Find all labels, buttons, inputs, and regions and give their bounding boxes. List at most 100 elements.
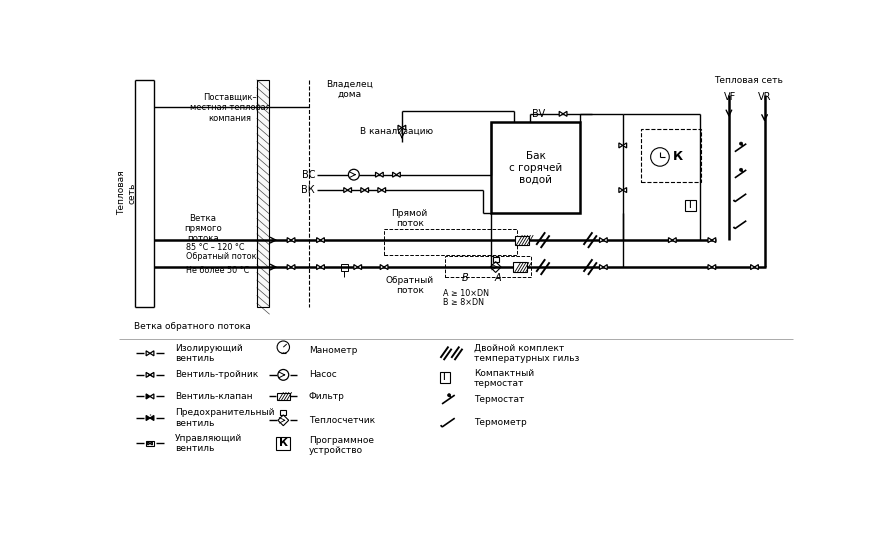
Polygon shape [392, 172, 396, 177]
Bar [277, 393, 289, 400]
Polygon shape [148, 442, 150, 445]
Text: Вентиль-клапан: Вентиль-клапан [174, 392, 253, 401]
Text: Владелец
дома: Владелец дома [327, 80, 373, 100]
Polygon shape [344, 188, 348, 193]
Text: Ветка
прямого
потока: Ветка прямого потока [184, 214, 222, 244]
Polygon shape [354, 265, 358, 270]
Polygon shape [668, 238, 672, 243]
Text: Двойной комплект
температурных гильз: Двойной комплект температурных гильз [474, 344, 579, 363]
Bar [280, 410, 287, 415]
Text: Т: Т [687, 201, 693, 210]
Polygon shape [287, 265, 291, 270]
Bar [492, 257, 498, 261]
Polygon shape [320, 265, 324, 270]
Text: Предохранительный
вентиль: Предохранительный вентиль [174, 408, 274, 428]
Polygon shape [398, 125, 402, 130]
Text: Термометр: Термометр [474, 418, 527, 427]
Polygon shape [600, 265, 603, 270]
Text: В канализацию: В канализацию [360, 127, 433, 136]
Text: A: A [495, 273, 501, 283]
Text: A ≥ 10×DN: A ≥ 10×DN [443, 289, 489, 299]
Text: Тепловая
сеть: Тепловая сеть [117, 171, 136, 215]
Bar [146, 441, 154, 447]
Polygon shape [150, 372, 154, 377]
Text: Термостат: Термостат [474, 395, 524, 404]
Text: B ≥ 8×DN: B ≥ 8×DN [443, 298, 484, 307]
Text: Бак
с горячей
водой: Бак с горячей водой [509, 151, 562, 185]
Text: Вентиль-тройник: Вентиль-тройник [174, 370, 258, 379]
Bar [514, 263, 528, 272]
Polygon shape [150, 442, 152, 445]
Polygon shape [150, 351, 154, 356]
Polygon shape [623, 188, 627, 193]
Polygon shape [291, 238, 295, 243]
Polygon shape [317, 265, 320, 270]
Bar [276, 437, 290, 450]
Polygon shape [380, 265, 384, 270]
Text: 85 °С – 120 °С: 85 °С – 120 °С [186, 243, 245, 252]
Polygon shape [712, 265, 716, 270]
Bar [684, 200, 696, 211]
Circle shape [278, 370, 288, 380]
Circle shape [740, 142, 742, 145]
Text: Насос: Насос [309, 370, 336, 379]
Bar [491, 122, 580, 213]
Polygon shape [348, 188, 352, 193]
Text: BV: BV [532, 109, 546, 119]
Text: К: К [673, 151, 684, 164]
Polygon shape [708, 238, 712, 243]
Text: Компактный
термостат: Компактный термостат [474, 369, 534, 388]
Text: Управляющий
вентиль: Управляющий вентиль [174, 434, 242, 453]
Polygon shape [382, 188, 385, 193]
Text: ВС: ВС [302, 169, 315, 180]
Text: Программное
устройство: Программное устройство [309, 436, 374, 455]
Bar [515, 236, 529, 245]
Text: VF: VF [724, 91, 737, 102]
Polygon shape [146, 415, 150, 421]
Text: Поставщик–
местная тепловая
компания: Поставщик– местная тепловая компания [190, 93, 271, 123]
Polygon shape [559, 111, 563, 116]
Text: Манометр: Манометр [309, 346, 357, 355]
Polygon shape [619, 188, 623, 193]
Polygon shape [146, 351, 150, 356]
Polygon shape [619, 143, 623, 148]
Polygon shape [755, 265, 758, 270]
Text: Обратный
поток: Обратный поток [385, 276, 433, 295]
Circle shape [448, 394, 450, 397]
Text: Изолирующий
вентиль: Изолирующий вентиль [174, 344, 243, 363]
Bar [384, 229, 517, 255]
Polygon shape [358, 265, 361, 270]
Text: Т: Т [441, 372, 448, 382]
Bar [641, 129, 701, 182]
Text: Теплосчетчик: Теплосчетчик [309, 416, 375, 425]
Bar [444, 256, 531, 277]
Polygon shape [600, 238, 603, 243]
Text: ВК: ВК [302, 185, 315, 195]
Text: Прямой
поток: Прямой поток [392, 209, 428, 228]
Polygon shape [365, 188, 368, 193]
Text: Тепловая сеть: Тепловая сеть [714, 76, 782, 85]
Text: Ветка обратного потока: Ветка обратного потока [134, 322, 251, 331]
Text: К: К [279, 438, 287, 448]
Text: B: B [462, 273, 469, 283]
Polygon shape [712, 238, 716, 243]
Polygon shape [146, 372, 150, 377]
Polygon shape [672, 238, 676, 243]
Polygon shape [750, 265, 755, 270]
Polygon shape [291, 265, 295, 270]
Circle shape [740, 168, 742, 171]
Polygon shape [623, 143, 627, 148]
Polygon shape [603, 238, 607, 243]
Polygon shape [708, 265, 712, 270]
Polygon shape [287, 238, 291, 243]
Polygon shape [376, 172, 379, 177]
Polygon shape [396, 172, 400, 177]
Text: Фильтр: Фильтр [309, 392, 344, 401]
Polygon shape [360, 188, 365, 193]
Bar [341, 264, 348, 271]
Polygon shape [563, 111, 567, 116]
Text: VR: VR [757, 91, 772, 102]
Polygon shape [402, 125, 406, 130]
Polygon shape [384, 265, 388, 270]
Polygon shape [150, 415, 154, 421]
